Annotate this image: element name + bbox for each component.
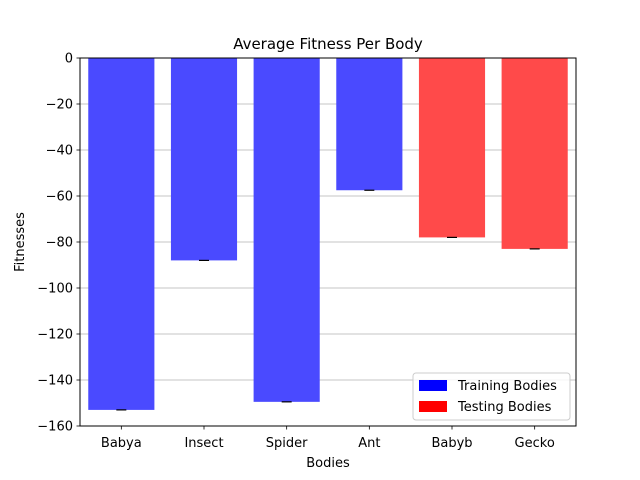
x-tick-label: Insect xyxy=(184,436,223,451)
legend: Training Bodies Testing Bodies xyxy=(412,372,571,421)
bar-spider xyxy=(253,58,320,402)
bar-babya xyxy=(88,58,155,410)
bar-ant xyxy=(336,58,403,191)
bars xyxy=(88,58,568,410)
y-axis-ticks: 0 −20 −40 −60 −80 −100 −120 −140 −160 xyxy=(37,52,80,435)
gridlines xyxy=(80,103,576,381)
bar-gecko xyxy=(501,58,568,249)
y-tick-label: 0 xyxy=(65,52,73,67)
x-tick-label: Babyb xyxy=(431,436,472,451)
y-axis-label: Fitnesses xyxy=(13,212,28,272)
error-bars xyxy=(116,189,540,411)
bar-babyb xyxy=(418,58,486,238)
legend-frame xyxy=(412,372,571,421)
x-tick-label: Gecko xyxy=(515,436,555,451)
y-tick-label: −120 xyxy=(37,328,73,343)
x-tick-label: Spider xyxy=(266,436,308,451)
chart-title: Average Fitness Per Body xyxy=(233,35,423,53)
y-tick-label: −100 xyxy=(37,282,73,297)
y-tick-label: −80 xyxy=(46,236,73,251)
x-tick-label: Ant xyxy=(358,436,380,451)
y-tick-label: −40 xyxy=(46,144,73,159)
x-tick-label: Babya xyxy=(101,436,142,451)
y-tick-label: −160 xyxy=(37,420,73,435)
legend-label: Training Bodies xyxy=(457,379,557,394)
x-axis-label: Bodies xyxy=(306,456,350,471)
y-tick-label: −140 xyxy=(37,374,73,389)
y-tick-label: −20 xyxy=(46,98,73,113)
bar-insect xyxy=(170,58,238,261)
x-axis-ticks: Babya Insect Spider Ant Babyb Gecko xyxy=(101,426,555,451)
legend-swatch xyxy=(419,401,447,412)
legend-swatch xyxy=(419,380,447,391)
legend-label: Testing Bodies xyxy=(457,400,552,415)
y-tick-label: −60 xyxy=(46,190,73,205)
